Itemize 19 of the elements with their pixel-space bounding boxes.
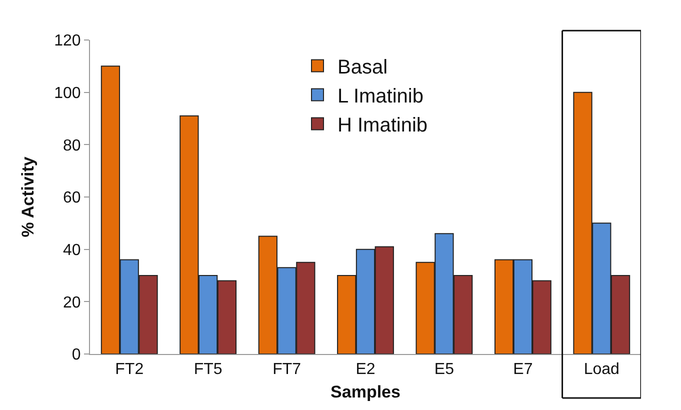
y-tick-label: 60: [63, 190, 81, 207]
x-tick-label: E7: [513, 361, 533, 378]
y-tick-label: 100: [54, 84, 81, 102]
x-tick-label: FT5: [194, 361, 222, 378]
y-tick-label: 20: [63, 294, 81, 312]
x-tick-label: E5: [434, 361, 454, 378]
y-tick-label: 0: [72, 346, 81, 364]
y-tick-label: 120: [54, 32, 81, 50]
y-tick-label: 80: [63, 137, 81, 154]
legend-label: L Imatinib: [338, 86, 424, 108]
legend-label: H Imatinib: [338, 114, 428, 137]
y-axis-title: % Activity: [18, 156, 38, 238]
x-axis-title: Samples: [330, 382, 400, 402]
y-tick-label: 40: [63, 242, 81, 259]
x-tick-label: Load: [584, 361, 620, 378]
x-tick-label: FT7: [272, 361, 302, 378]
x-tick-label: FT2: [115, 361, 144, 378]
legend-label: Basal: [338, 56, 388, 79]
x-tick-label: E2: [356, 361, 376, 378]
